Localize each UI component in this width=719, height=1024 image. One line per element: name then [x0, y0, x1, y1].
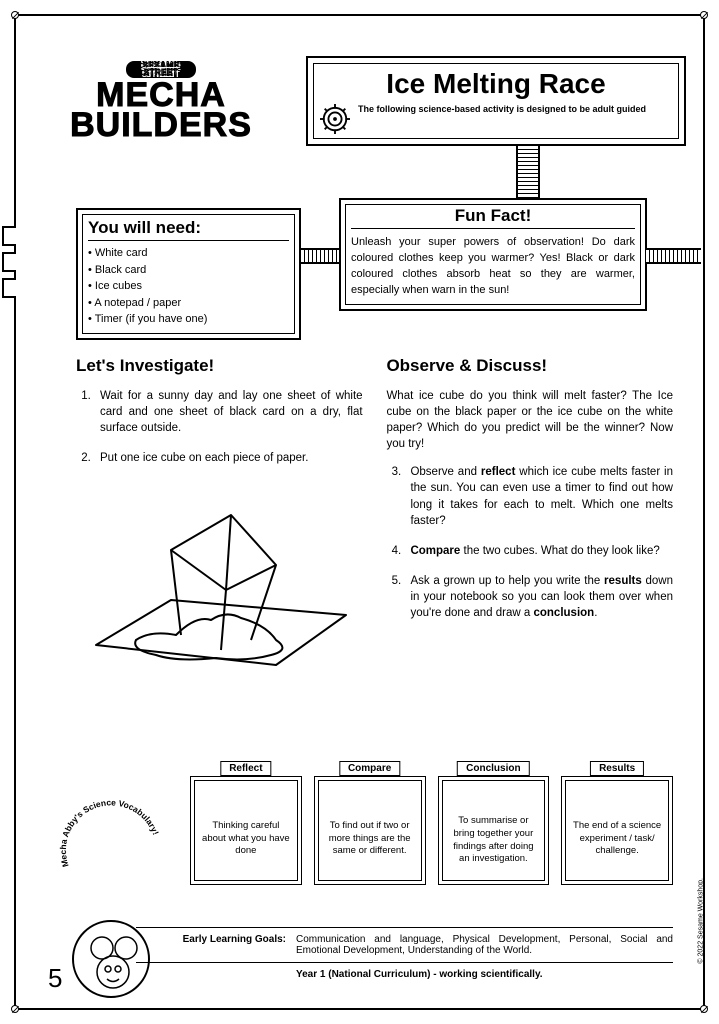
materials-panel: You will need: White card Black card Ice…	[76, 208, 301, 340]
list-item: A notepad / paper	[88, 295, 289, 312]
vocab-card-body: To summarise or bring together your find…	[443, 781, 545, 880]
vocab-card-title: Compare	[339, 761, 400, 776]
investigate-heading: Let's Investigate!	[76, 356, 363, 376]
vocab-card-title: Reflect	[220, 761, 271, 776]
page-subtitle: The following science-based activity is …	[308, 100, 684, 114]
vocab-card-body: To find out if two or more things are th…	[319, 781, 421, 877]
logo-line2: BUILDERS	[70, 106, 252, 144]
footer-goals-label: Early Learning Goals:	[136, 934, 296, 956]
ice-illustration	[76, 480, 363, 685]
page-frame: SESAME STREET MECHA BUILDERS Ice Melting…	[14, 14, 705, 1010]
page-title: Ice Melting Race	[308, 58, 684, 100]
connector-ladder	[516, 146, 540, 198]
investigate-steps: Wait for a sunny day and lay one sheet o…	[76, 388, 363, 466]
step-item: Observe and reflect which ice cube melts…	[404, 464, 673, 528]
step-item: Ask a grown up to help you write the res…	[404, 573, 673, 621]
observe-heading: Observe & Discuss!	[386, 356, 673, 376]
list-item: Black card	[88, 262, 289, 279]
svg-text:Mecha Abby's Science Vocabular: Mecha Abby's Science Vocabulary!	[58, 797, 161, 868]
vocab-badge: Mecha Abby's Science Vocabulary!	[56, 791, 166, 901]
vocab-card-title: Results	[590, 761, 644, 776]
connector-ladder	[646, 248, 701, 264]
side-tabs-decoration	[2, 226, 16, 304]
observe-intro: What ice cube do you think will melt fas…	[386, 388, 673, 452]
copyright: © 2022 Sesame Workshop.	[698, 878, 705, 964]
fun-fact-body: Unleash your super powers of observation…	[351, 235, 635, 299]
list-item: Timer (if you have one)	[88, 311, 289, 328]
step-item: Wait for a sunny day and lay one sheet o…	[94, 388, 363, 436]
list-item: Ice cubes	[88, 278, 289, 295]
footer-goals: Communication and language, Physical Dev…	[296, 934, 673, 956]
vocab-card: Conclusion To summarise or bring togethe…	[438, 776, 550, 885]
vocab-card-title: Conclusion	[457, 761, 529, 776]
materials-list: White card Black card Ice cubes A notepa…	[88, 245, 289, 328]
observe-steps: Observe and reflect which ice cube melts…	[386, 464, 673, 621]
list-item: White card	[88, 245, 289, 262]
vocab-card-body: Thinking careful about what you have don…	[195, 781, 297, 877]
fun-fact-heading: Fun Fact!	[351, 206, 635, 229]
page-number: 5	[48, 963, 62, 994]
footer-year1: Year 1 (National Curriculum) - working s…	[296, 969, 673, 980]
vocab-card: Results The end of a science experiment …	[561, 776, 673, 885]
fun-fact-panel: Fun Fact! Unleash your super powers of o…	[339, 198, 647, 311]
vocab-card-body: The end of a science experiment / task/ …	[566, 781, 668, 877]
footer: Early Learning Goals: Communication and …	[136, 927, 673, 986]
step-item: Compare the two cubes. What do they look…	[404, 543, 673, 559]
connector-ladder	[301, 248, 339, 264]
step-item: Put one ice cube on each piece of paper.	[94, 450, 363, 466]
materials-heading: You will need:	[88, 218, 289, 241]
vocab-card: Compare To find out if two or more thing…	[314, 776, 426, 885]
vocab-card: Reflect Thinking careful about what you …	[190, 776, 302, 885]
logo: SESAME STREET MECHA BUILDERS	[56, 46, 266, 156]
title-panel: Ice Melting Race The following science-b…	[306, 56, 686, 146]
